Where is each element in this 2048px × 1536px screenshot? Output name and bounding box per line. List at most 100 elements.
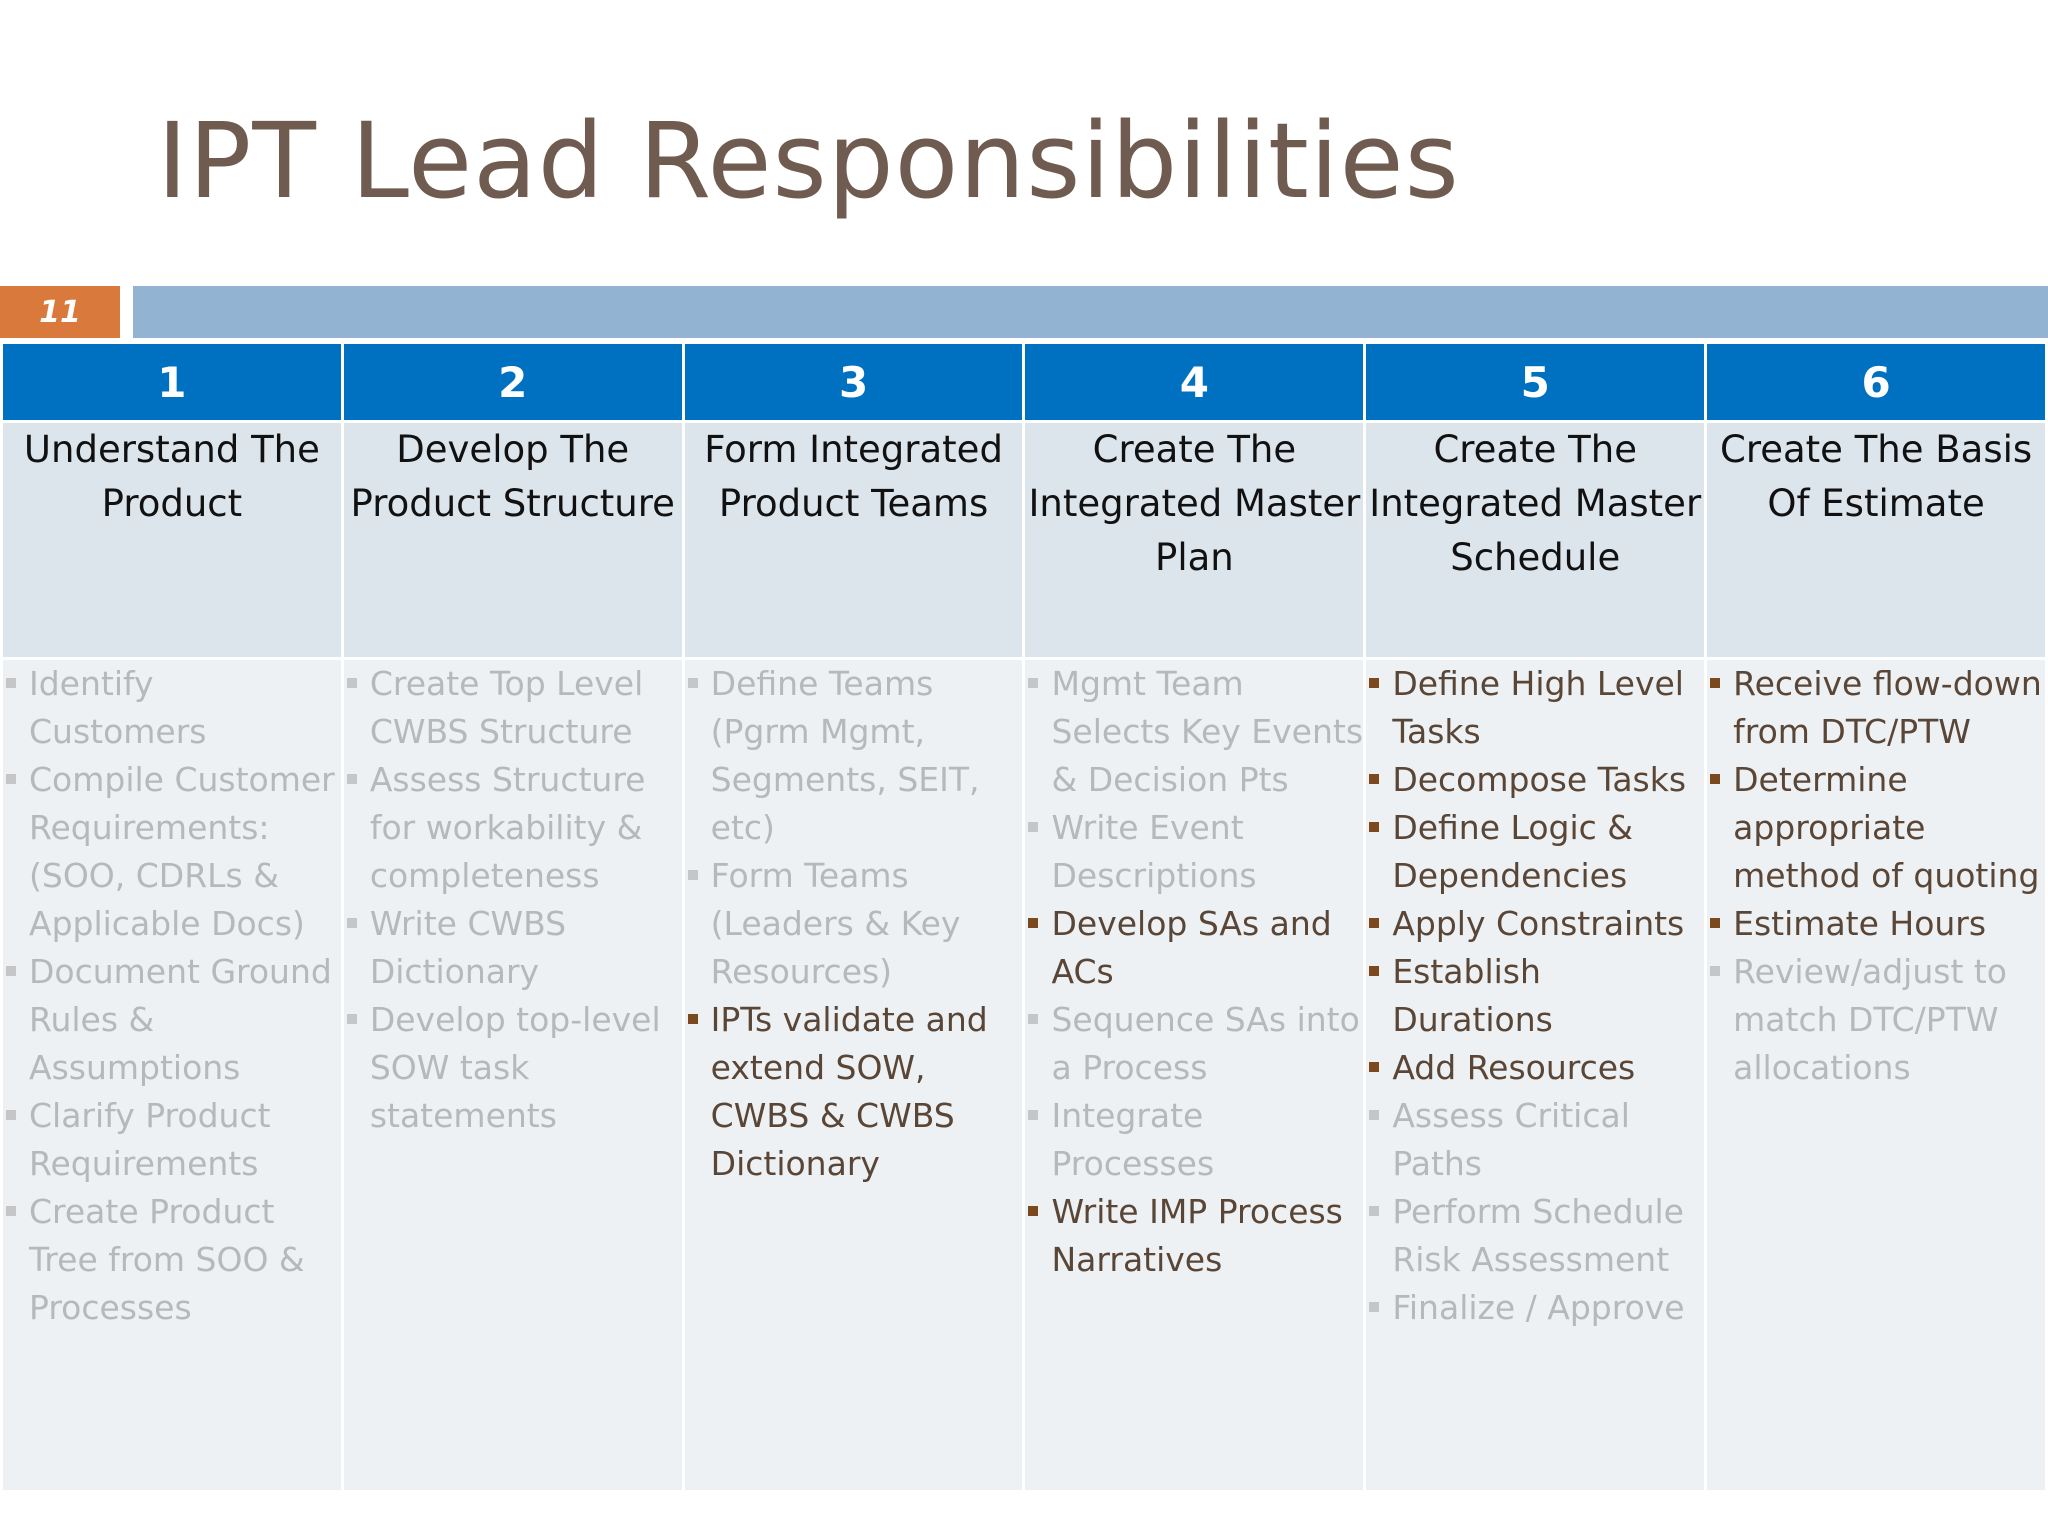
task-item-text: Establish Durations [1392,952,1553,1039]
square-bullet-icon [6,1110,16,1120]
task-item-text: Compile Customer Requirements: (SOO, CDR… [29,760,335,943]
task-item: Identify Customers [3,660,341,756]
task-bullet-list: Define Teams (Pgrm Mgmt, Segments, SEIT,… [685,660,1023,1188]
step-heading-4: Create The Integrated Master Plan [1022,420,1367,660]
task-bullet-list: Create Top Level CWBS Structure Assess St… [344,660,682,1140]
task-item: Write IMP Process Narratives [1025,1188,1363,1284]
task-item-text: IPTs validate and extend SOW, CWBS & CWB… [710,1000,988,1183]
task-item: Apply Constraints [1366,900,1704,948]
task-item: Compile Customer Requirements: (SOO, CDR… [3,756,341,948]
square-bullet-icon [1028,1014,1039,1024]
step-number-5: 5 [1363,341,1708,423]
header-accent-bar [133,286,2048,338]
task-item-text: Write IMP Process Narratives [1051,1192,1343,1279]
task-item-text: Sequence SAs into a Process [1051,1000,1360,1087]
square-bullet-icon [1028,678,1039,688]
step-number-4: 4 [1022,341,1367,423]
task-item: Finalize / Approve [1366,1284,1704,1332]
task-item: Integrate Processes [1025,1092,1363,1188]
slide-title: IPT Lead Responsibilities [157,100,1460,222]
square-bullet-icon [1710,918,1721,928]
task-item-text: Integrate Processes [1051,1096,1215,1183]
square-bullet-icon [687,870,698,880]
step-heading-1: Understand The Product [0,420,344,660]
task-bullet-list: Mgmt Team Selects Key Events & Decision … [1025,660,1363,1284]
square-bullet-icon [346,774,357,784]
task-item-text: Determine appropriate method of quoting [1733,760,2040,895]
task-item-text: Assess Structure for workability & compl… [369,760,646,895]
task-item: Write CWBS Dictionary [344,900,682,996]
step-number-3: 3 [681,341,1026,423]
square-bullet-icon [6,678,16,688]
task-item-text: Develop top-level SOW task statements [369,1000,661,1135]
step-number-1: 1 [0,341,344,423]
task-item-text: Assess Critical Paths [1392,1096,1630,1183]
square-bullet-icon [6,1206,16,1216]
task-item: Document Ground Rules & Assumptions [3,948,341,1092]
task-item-text: Write CWBS Dictionary [369,904,567,991]
task-item-text: Define High Level Tasks [1392,664,1684,751]
square-bullet-icon [1710,966,1721,976]
task-item: Define Teams (Pgrm Mgmt, Segments, SEIT,… [685,660,1023,852]
square-bullet-icon [1369,678,1380,688]
square-bullet-icon [1710,678,1721,688]
square-bullet-icon [6,966,16,976]
task-item: Perform Schedule Risk Assessment [1366,1188,1704,1284]
task-item: Clarify Product Requirements [3,1092,341,1188]
task-item: Sequence SAs into a Process [1025,996,1363,1092]
task-item: IPTs validate and extend SOW, CWBS & CWB… [685,996,1023,1188]
square-bullet-icon [1369,1302,1380,1312]
task-item: Write Event Descriptions [1025,804,1363,900]
step-heading-3: Form Integrated Product Teams [681,420,1026,660]
square-bullet-icon [1369,822,1380,832]
square-bullet-icon [1028,822,1039,832]
task-item-text: Perform Schedule Risk Assessment [1392,1192,1684,1279]
task-item-text: Write Event Descriptions [1051,808,1257,895]
square-bullet-icon [6,774,16,784]
task-item: Form Teams (Leaders & Key Resources) [685,852,1023,996]
square-bullet-icon [1369,1206,1380,1216]
task-item: Decompose Tasks [1366,756,1704,804]
square-bullet-icon [1369,1110,1380,1120]
step-heading-5: Create The Integrated Master Schedule [1363,420,1708,660]
task-item-text: Identify Customers [29,664,207,751]
task-item: Estimate Hours [1707,900,2045,948]
step-task-list-1: Identify Customers Compile Customer Requi… [0,657,344,1493]
task-item-text: Document Ground Rules & Assumptions [29,952,332,1087]
square-bullet-icon [687,678,698,688]
task-item: Receive flow-down from DTC/PTW [1707,660,2045,756]
square-bullet-icon [1028,1110,1039,1120]
square-bullet-icon [1028,918,1039,928]
task-item-text: Decompose Tasks [1392,760,1687,799]
square-bullet-icon [1369,966,1380,976]
task-item-text: Mgmt Team Selects Key Events & Decision … [1051,664,1364,799]
step-task-list-6: Receive flow-down from DTC/PTW Determine … [1704,657,2048,1493]
task-item: Define High Level Tasks [1366,660,1704,756]
step-heading-6: Create The Basis Of Estimate [1704,420,2048,660]
step-task-list-3: Define Teams (Pgrm Mgmt, Segments, SEIT,… [681,657,1026,1493]
step-task-list-4: Mgmt Team Selects Key Events & Decision … [1022,657,1367,1493]
task-item-text: Develop SAs and ACs [1051,904,1332,991]
step-task-list-5: Define High Level Tasks Decompose Tasks De… [1363,657,1708,1493]
square-bullet-icon [346,918,357,928]
task-item: Define Logic & Dependencies [1366,804,1704,900]
task-bullet-list: Identify Customers Compile Customer Requi… [3,660,341,1332]
task-item-text: Form Teams (Leaders & Key Resources) [710,856,961,991]
task-item: Assess Structure for workability & compl… [344,756,682,900]
task-item: Mgmt Team Selects Key Events & Decision … [1025,660,1363,804]
step-heading-2: Develop The Product Structure [340,420,685,660]
task-item-text: Create Product Tree from SOO & Processes [29,1192,305,1327]
task-item: Assess Critical Paths [1366,1092,1704,1188]
task-item-text: Estimate Hours [1733,904,1987,943]
step-number-2: 2 [340,341,685,423]
task-bullet-list: Receive flow-down from DTC/PTW Determine … [1707,660,2045,1092]
square-bullet-icon [346,678,357,688]
task-bullet-list: Define High Level Tasks Decompose Tasks De… [1366,660,1704,1332]
step-number-6: 6 [1704,341,2048,423]
task-item-text: Add Resources [1392,1048,1636,1087]
task-item-text: Apply Constraints [1392,904,1685,943]
square-bullet-icon [346,1014,357,1024]
task-item: Review/adjust to match DTC/PTW allocatio… [1707,948,2045,1092]
